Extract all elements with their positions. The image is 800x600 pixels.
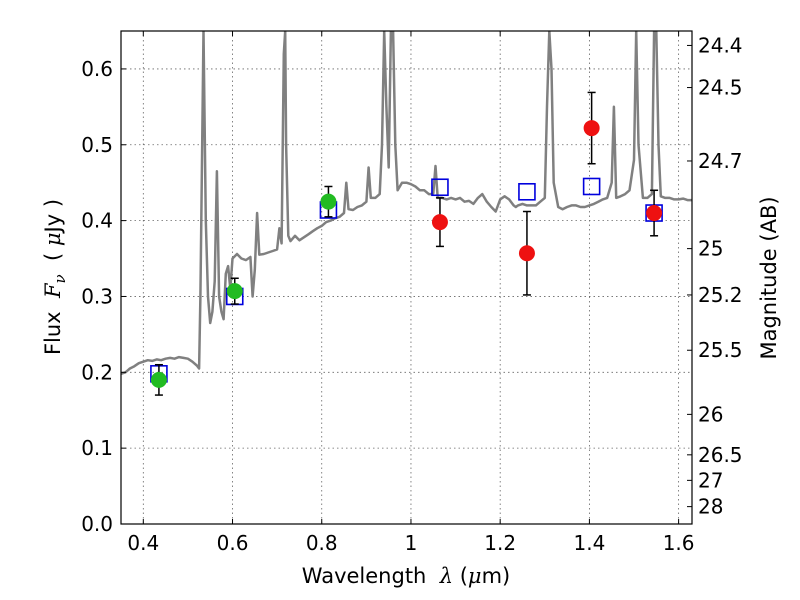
plot-frame xyxy=(120,30,693,525)
x-tick-label: 1.2 xyxy=(484,531,516,555)
model-band-square xyxy=(518,182,536,201)
observed-point-green xyxy=(320,193,337,210)
y-tick-label: 0.5 xyxy=(81,133,113,157)
model-band-square xyxy=(582,177,601,196)
model-band-square xyxy=(431,178,449,197)
model-spectrum-line xyxy=(121,31,692,375)
model-spectrum-layer xyxy=(121,31,692,375)
y2-tick-label: 27 xyxy=(698,468,723,492)
right-axis-label: Magnitude (AB) xyxy=(757,196,781,359)
observed-point-green xyxy=(226,283,243,300)
y2-tick-label: 26 xyxy=(698,402,723,426)
x-tick-label: 1.4 xyxy=(573,531,605,555)
y2-tick-label: 24.7 xyxy=(698,149,743,173)
observed-point-red xyxy=(583,120,600,137)
observed-points xyxy=(150,120,663,388)
x-axis-label: Wavelength λ (μm) xyxy=(302,564,510,588)
y2-tick-label: 24.5 xyxy=(698,76,743,100)
y-tick-label: 0.0 xyxy=(81,512,113,536)
y-tick-label: 0.3 xyxy=(81,284,113,308)
y2-tick-label: 25.2 xyxy=(698,283,743,307)
errorbars xyxy=(154,91,659,396)
y2-tick-label: 25 xyxy=(698,237,723,261)
x-tick-label: 0.6 xyxy=(217,531,249,555)
y-tick-label: 0.2 xyxy=(81,360,113,384)
observed-point-red xyxy=(431,214,448,231)
y-tick-label: 0.6 xyxy=(81,57,113,81)
y-tick-label: 0.1 xyxy=(81,436,113,460)
y2-tick-label: 26.5 xyxy=(698,443,743,467)
observed-point-red xyxy=(518,245,535,262)
y2-tick-label: 24.4 xyxy=(698,33,743,57)
x-tick-label: 1.6 xyxy=(663,531,695,555)
x-tick-label: 0.8 xyxy=(306,531,338,555)
axis-ticks xyxy=(121,31,692,525)
x-tick-label: 0.4 xyxy=(127,531,159,555)
observed-point-green xyxy=(150,371,167,388)
axis-tick-labels: 0.4 0.6 0.8 1 1.2 1.4 1.6 0.0 0.1 0.2 0.3 0.4 0.5 0.6… xyxy=(81,33,742,555)
x-tick-label: 1 xyxy=(405,531,418,555)
y2-tick-label: 28 xyxy=(698,495,723,519)
y-tick-label: 0.4 xyxy=(81,209,113,233)
y2-tick-label: 25.5 xyxy=(698,338,743,362)
observed-point-red xyxy=(646,205,663,222)
